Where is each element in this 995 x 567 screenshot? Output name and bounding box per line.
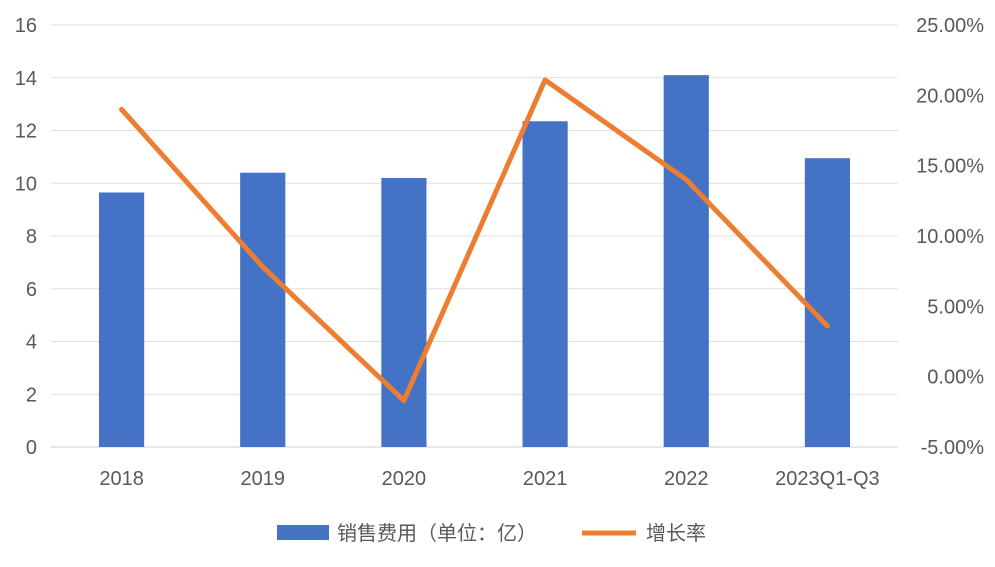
left-axis-tick-label: 8 xyxy=(26,226,37,248)
right-axis-tick-label: 0.00% xyxy=(927,367,984,389)
bar-2018 xyxy=(99,192,144,447)
right-axis-tick-label: 10.00% xyxy=(916,226,984,248)
x-axis-tick-label: 2022 xyxy=(664,468,709,490)
legend-label-bar: 销售费用（单位：亿） xyxy=(337,522,537,545)
legend: 销售费用（单位：亿） 增长率 xyxy=(277,522,706,545)
right-axis-tick-label: 25.00% xyxy=(916,15,984,37)
bar-2022 xyxy=(664,75,709,447)
left-axis-tick-label: 6 xyxy=(26,279,37,301)
right-axis-tick-label: 15.00% xyxy=(916,156,984,178)
legend-label-line: 增长率 xyxy=(646,522,706,545)
growth-rate-line xyxy=(122,80,828,401)
bar-2020 xyxy=(381,178,426,447)
x-axis-tick-label: 2023Q1-Q3 xyxy=(775,468,880,490)
x-axis-tick-label: 2020 xyxy=(382,468,427,490)
left-axis-tick-label: 16 xyxy=(15,15,37,37)
left-axis-tick-label: 12 xyxy=(15,121,37,143)
right-axis-tick-label: 20.00% xyxy=(916,85,984,107)
x-axis-tick-label: 2021 xyxy=(523,468,568,490)
x-axis-tick-label: 2018 xyxy=(99,468,144,490)
left-axis: 0 2 4 6 8 10 12 14 16 xyxy=(15,15,37,459)
bar-2023Q1-Q3 xyxy=(805,158,850,447)
left-axis-tick-label: 2 xyxy=(26,384,37,406)
bar-2021 xyxy=(522,121,567,447)
right-axis: -5.00% 0.00% 5.00% 10.00% 15.00% 20.00% 25.00% xyxy=(916,15,984,459)
x-axis: 2018 2019 2020 2021 2022 2023Q1-Q3 xyxy=(99,468,879,490)
right-axis-tick-label: -5.00% xyxy=(921,437,985,459)
legend-swatch-bar xyxy=(277,525,329,540)
left-axis-tick-label: 14 xyxy=(15,68,37,90)
x-axis-tick-label: 2019 xyxy=(241,468,286,490)
left-axis-tick-label: 10 xyxy=(15,173,37,195)
right-axis-tick-label: 5.00% xyxy=(927,296,984,318)
line-series xyxy=(121,80,827,401)
left-axis-tick-label: 4 xyxy=(26,332,37,354)
left-axis-tick-label: 0 xyxy=(26,437,37,459)
bar-2019 xyxy=(240,173,285,447)
